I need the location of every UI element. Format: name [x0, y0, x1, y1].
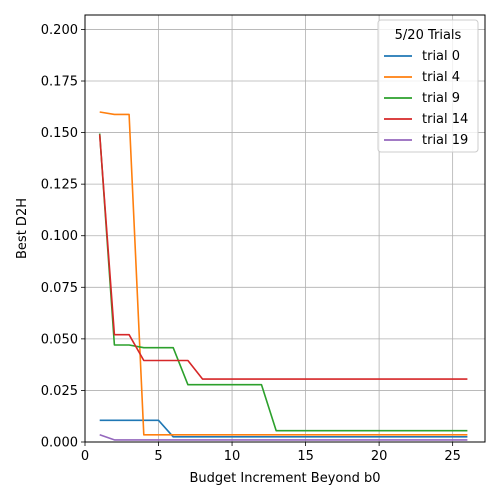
y-tick-label: 0.200 [41, 23, 78, 38]
series-line-trial-19 [99, 434, 468, 441]
y-tick-label: 0.000 [41, 436, 78, 451]
legend-entry-label: trial 14 [422, 112, 468, 127]
y-tick-label: 0.150 [41, 126, 78, 141]
series-line-trial-14 [98, 134, 468, 380]
legend: 5/20 Trials trial 0 trial 4 trial 9 trial 1… [377, 19, 479, 153]
y-tick-label: 0.125 [41, 178, 78, 193]
y-tick-label: 0.025 [41, 384, 78, 399]
y-tick-label: 0.100 [41, 229, 78, 244]
series-line-trial-0 [99, 419, 468, 438]
x-tick-label: 25 [444, 449, 461, 464]
ticks: 0 5 10 15 20 25 0.000 0.025 0.050 0.075 0.100 0.125… [41, 23, 461, 464]
x-tick-label: 5 [154, 449, 162, 464]
legend-title: 5/20 Trials [395, 28, 462, 43]
y-tick-label: 0.050 [41, 332, 78, 347]
x-axis-label: Budget Increment Beyond b0 [189, 471, 380, 486]
series-layer [98, 111, 468, 441]
x-tick-label: 0 [81, 449, 89, 464]
x-tick-label: 15 [297, 449, 314, 464]
x-tick-label: 20 [371, 449, 388, 464]
legend-entry-label: trial 9 [422, 91, 460, 106]
y-tick-label: 0.075 [41, 281, 78, 296]
legend-items: trial 0 trial 4 trial 9 trial 14 trial 19 [384, 49, 468, 148]
y-tick-label: 0.175 [41, 75, 78, 90]
x-tick-label: 10 [224, 449, 241, 464]
plot-frame [84, 14, 486, 443]
grid [84, 15, 485, 443]
y-axis-label: Best D2H [15, 198, 30, 259]
legend-entry-label: trial 19 [422, 133, 468, 148]
legend-entry-label: trial 0 [422, 49, 460, 64]
series-line-trial-9 [98, 133, 468, 432]
legend-entry-label: trial 4 [422, 70, 460, 85]
series-line-trial-4 [99, 111, 468, 436]
